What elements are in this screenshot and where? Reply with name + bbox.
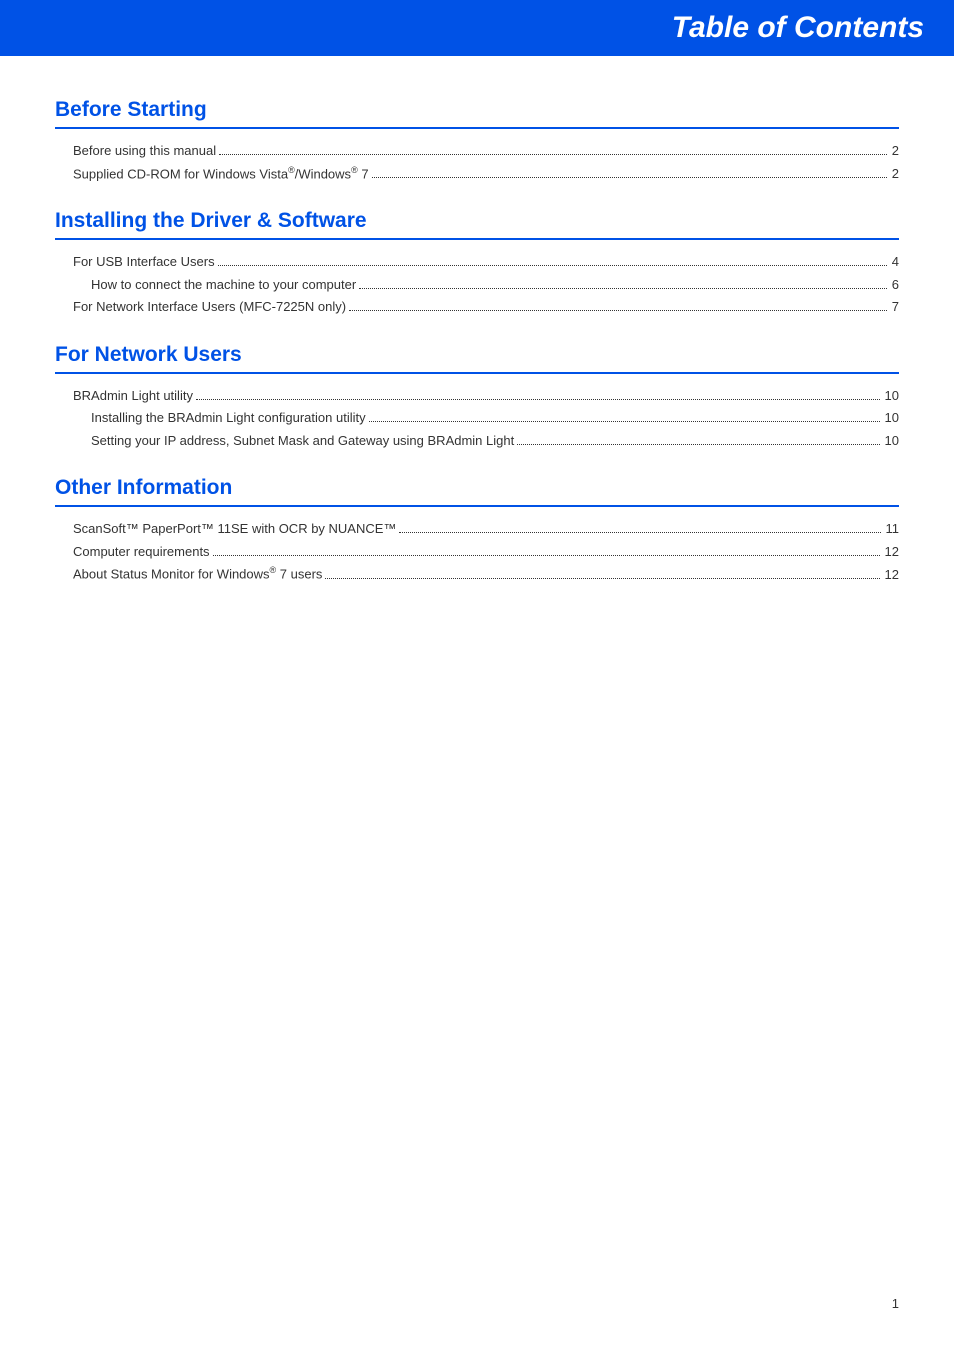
toc-entry[interactable]: Computer requirements 12 (73, 542, 899, 562)
toc-page: 2 (890, 141, 899, 161)
toc-label: About Status Monitor for Windows® 7 user… (73, 564, 322, 584)
toc-page: 11 (884, 519, 900, 539)
toc-label: For USB Interface Users (73, 252, 215, 272)
toc-entry[interactable]: For USB Interface Users 4 (73, 252, 899, 272)
toc-entry[interactable]: BRAdmin Light utility 10 (73, 386, 899, 406)
toc-label: BRAdmin Light utility (73, 386, 193, 406)
toc-label: Before using this manual (73, 141, 216, 161)
toc-page: 12 (883, 565, 899, 585)
toc-dots (213, 555, 880, 556)
toc-dots (196, 399, 880, 400)
toc-dots (372, 177, 887, 178)
toc-page: 4 (890, 252, 899, 272)
toc-dots (219, 154, 887, 155)
toc-label: Setting your IP address, Subnet Mask and… (91, 431, 514, 451)
toc-content: Before Starting Before using this manual… (0, 56, 954, 584)
toc-entry[interactable]: Before using this manual 2 (73, 141, 899, 161)
toc-label: Supplied CD-ROM for Windows Vista®/Windo… (73, 164, 369, 184)
toc-dots (517, 444, 879, 445)
toc-entries: Before using this manual 2 Supplied CD-R… (55, 141, 899, 183)
toc-dots (218, 265, 887, 266)
toc-dots (399, 532, 880, 533)
toc-entry[interactable]: How to connect the machine to your compu… (73, 275, 899, 295)
toc-entry[interactable]: ScanSoft™ PaperPort™ 11SE with OCR by NU… (73, 519, 899, 539)
toc-label: Installing the BRAdmin Light configurati… (91, 408, 366, 428)
toc-label: Computer requirements (73, 542, 210, 562)
header-title: Table of Contents (672, 11, 924, 45)
section-title: Installing the Driver & Software (55, 209, 899, 240)
toc-entry[interactable]: Supplied CD-ROM for Windows Vista®/Windo… (73, 164, 899, 184)
section-installing: Installing the Driver & Software For USB… (55, 209, 899, 317)
toc-entries: ScanSoft™ PaperPort™ 11SE with OCR by NU… (55, 519, 899, 584)
toc-dots (349, 310, 887, 311)
toc-label: For Network Interface Users (MFC-7225N o… (73, 297, 346, 317)
toc-label: ScanSoft™ PaperPort™ 11SE with OCR by NU… (73, 519, 396, 539)
section-network-users: For Network Users BRAdmin Light utility … (55, 343, 899, 451)
toc-entry[interactable]: For Network Interface Users (MFC-7225N o… (73, 297, 899, 317)
toc-entry[interactable]: Installing the BRAdmin Light configurati… (73, 408, 899, 428)
header-bar: Table of Contents (0, 0, 954, 56)
section-other-info: Other Information ScanSoft™ PaperPort™ 1… (55, 476, 899, 584)
toc-page: 10 (883, 386, 899, 406)
page-number: 1 (892, 1296, 899, 1311)
toc-dots (325, 578, 879, 579)
toc-label: How to connect the machine to your compu… (91, 275, 356, 295)
toc-page: 6 (890, 275, 899, 295)
toc-entry[interactable]: Setting your IP address, Subnet Mask and… (73, 431, 899, 451)
section-title: Before Starting (55, 98, 899, 129)
toc-page: 2 (890, 164, 899, 184)
toc-entries: For USB Interface Users 4 How to connect… (55, 252, 899, 317)
toc-page: 10 (883, 431, 899, 451)
section-title: For Network Users (55, 343, 899, 374)
toc-dots (369, 421, 880, 422)
section-before-starting: Before Starting Before using this manual… (55, 98, 899, 183)
toc-page: 12 (883, 542, 899, 562)
toc-dots (359, 288, 887, 289)
toc-entries: BRAdmin Light utility 10 Installing the … (55, 386, 899, 451)
section-title: Other Information (55, 476, 899, 507)
toc-page: 10 (883, 408, 899, 428)
toc-page: 7 (890, 297, 899, 317)
toc-entry[interactable]: About Status Monitor for Windows® 7 user… (73, 564, 899, 584)
